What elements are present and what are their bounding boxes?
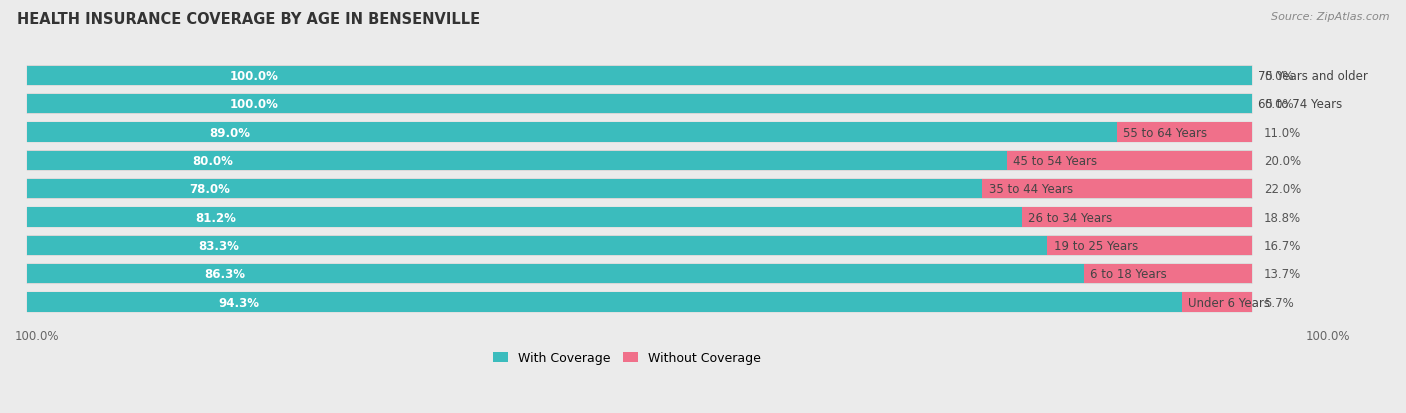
Text: 94.3%: 94.3%	[219, 296, 260, 309]
Text: 65 to 74 Years: 65 to 74 Years	[1258, 98, 1343, 111]
Text: 78.0%: 78.0%	[188, 183, 229, 196]
Text: Source: ZipAtlas.com: Source: ZipAtlas.com	[1271, 12, 1389, 22]
Bar	[1182, 293, 1251, 312]
Text: 75 Years and older: 75 Years and older	[1258, 70, 1368, 83]
Bar	[1022, 208, 1251, 227]
FancyBboxPatch shape	[27, 236, 1251, 256]
FancyBboxPatch shape	[27, 151, 1251, 171]
FancyBboxPatch shape	[27, 123, 1251, 142]
Text: 6 to 18 Years: 6 to 18 Years	[1090, 268, 1167, 280]
Text: 5.7%: 5.7%	[1264, 296, 1294, 309]
Bar	[1047, 236, 1251, 255]
Text: 86.3%: 86.3%	[204, 268, 245, 280]
Text: 100.0%: 100.0%	[229, 70, 278, 83]
Text: 19 to 25 Years: 19 to 25 Years	[1053, 239, 1137, 252]
Text: 100.0%: 100.0%	[1305, 329, 1350, 342]
FancyBboxPatch shape	[27, 292, 1251, 312]
Text: 0.0%: 0.0%	[1264, 70, 1294, 83]
Bar	[27, 293, 1182, 312]
Text: 26 to 34 Years: 26 to 34 Years	[1028, 211, 1112, 224]
Text: 45 to 54 Years: 45 to 54 Years	[1014, 154, 1097, 167]
Text: 13.7%: 13.7%	[1264, 268, 1302, 280]
Text: 20.0%: 20.0%	[1264, 154, 1302, 167]
Text: 18.8%: 18.8%	[1264, 211, 1302, 224]
Text: 16.7%: 16.7%	[1264, 239, 1302, 252]
Text: 100.0%: 100.0%	[15, 329, 59, 342]
Legend: With Coverage, Without Coverage: With Coverage, Without Coverage	[488, 347, 766, 370]
Bar	[1118, 123, 1251, 142]
Text: 11.0%: 11.0%	[1264, 126, 1302, 139]
Bar	[27, 236, 1047, 255]
Text: 22.0%: 22.0%	[1264, 183, 1302, 196]
Text: Under 6 Years: Under 6 Years	[1188, 296, 1270, 309]
Text: 0.0%: 0.0%	[1264, 98, 1294, 111]
Bar	[27, 180, 983, 199]
Bar	[27, 152, 1007, 171]
Bar	[983, 180, 1251, 199]
FancyBboxPatch shape	[27, 66, 1251, 86]
Text: 35 to 44 Years: 35 to 44 Years	[988, 183, 1073, 196]
FancyBboxPatch shape	[27, 179, 1251, 199]
Text: HEALTH INSURANCE COVERAGE BY AGE IN BENSENVILLE: HEALTH INSURANCE COVERAGE BY AGE IN BENS…	[17, 12, 479, 27]
Text: 100.0%: 100.0%	[229, 98, 278, 111]
Bar	[27, 123, 1118, 142]
Text: 83.3%: 83.3%	[198, 239, 239, 252]
Bar	[1084, 264, 1251, 284]
Text: 89.0%: 89.0%	[209, 126, 250, 139]
Bar	[27, 264, 1084, 284]
FancyBboxPatch shape	[27, 95, 1251, 114]
FancyBboxPatch shape	[27, 264, 1251, 284]
FancyBboxPatch shape	[27, 208, 1251, 228]
Text: 81.2%: 81.2%	[195, 211, 236, 224]
Bar	[27, 66, 1251, 86]
Text: 55 to 64 Years: 55 to 64 Years	[1123, 126, 1208, 139]
Bar	[27, 95, 1251, 114]
Bar	[1007, 152, 1251, 171]
Bar	[27, 208, 1022, 227]
Text: 80.0%: 80.0%	[193, 154, 233, 167]
